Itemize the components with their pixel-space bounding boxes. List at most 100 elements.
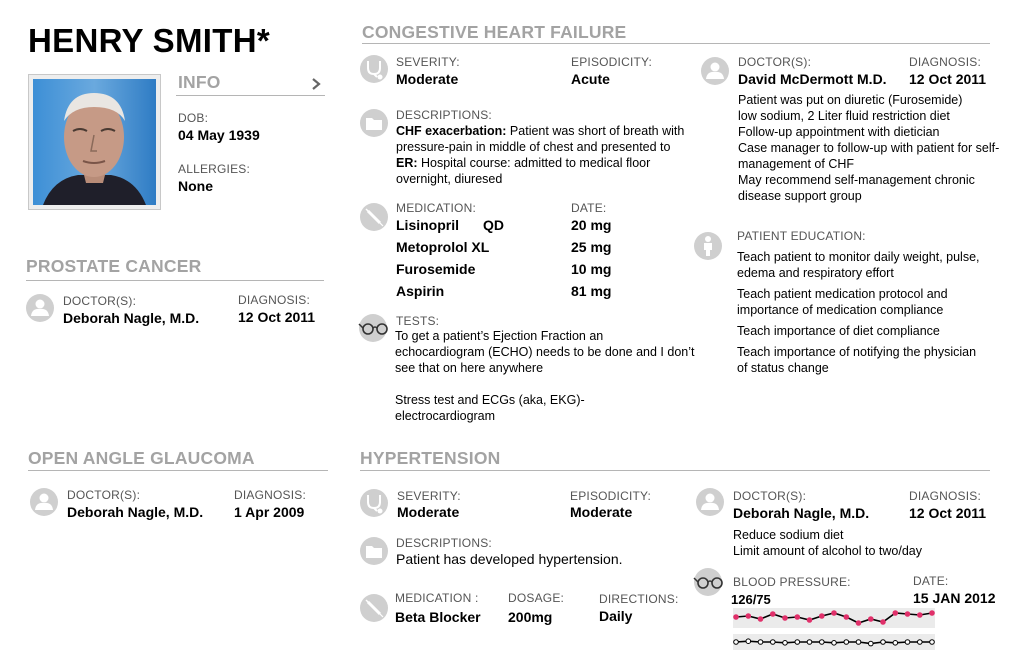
bp-data-point <box>929 639 935 645</box>
bp-data-point <box>868 616 874 622</box>
person-icon <box>694 232 722 260</box>
htn-plan-list: Reduce sodium diet Limit amount of alcoh… <box>733 527 993 559</box>
medication-name: Metoprolol XL <box>396 239 490 255</box>
htn-severity: Moderate <box>397 504 460 520</box>
bp-data-point <box>782 640 788 646</box>
chf-medication-label: MEDICATION: <box>396 201 476 215</box>
bp-data-point <box>892 610 899 616</box>
htn-directions-label: DIRECTIONS: <box>599 592 679 606</box>
patient-photo <box>28 74 161 210</box>
education-item: Teach patient medication protocol and im… <box>737 287 948 317</box>
patient-name: HENRY SMITH* <box>28 22 270 59</box>
bp-data-point <box>757 616 764 622</box>
doctor-icon <box>696 488 724 516</box>
chf-diagnosis-label: DIAGNOSIS: <box>909 55 982 69</box>
medication-dose: 20 mg <box>571 217 612 233</box>
doctor-icon <box>26 294 54 322</box>
allergies-value: None <box>178 178 213 194</box>
bp-date: 15 JAN 2012 <box>913 590 996 606</box>
blood-pressure-value: 126/75 <box>731 592 771 607</box>
chf-episodicity-label: EPISODICITY: <box>571 55 653 69</box>
htn-doctor-label: DOCTOR(S): <box>733 489 807 503</box>
chf-description-2: ER: Hospital course: admitted to medical… <box>396 156 651 186</box>
allergies-label: ALLERGIES: <box>178 162 251 176</box>
medication-name: Aspirin <box>396 283 445 299</box>
glaucoma-title: OPEN ANGLE GLAUCOMA <box>28 448 255 468</box>
hypertension-title: HYPERTENSION <box>360 448 501 468</box>
stethoscope-icon <box>360 489 388 517</box>
chf-description-1: CHF exacerbation: Patient was short of b… <box>396 124 685 154</box>
plan-item: May recommend self-management chronic di… <box>738 173 975 203</box>
glaucoma-diagnosis-label: DIAGNOSIS: <box>234 488 307 502</box>
bp-data-point <box>806 617 813 623</box>
dob-label: DOB: <box>178 111 209 125</box>
chf-title: CONGESTIVE HEART FAILURE <box>362 22 627 42</box>
folder-icon <box>360 109 388 137</box>
stethoscope-icon <box>360 55 388 83</box>
chf-education-label: PATIENT EDUCATION: <box>737 229 866 243</box>
bp-data-point <box>917 612 923 618</box>
bp-data-point <box>868 640 874 647</box>
bp-data-point <box>794 614 801 620</box>
syringe-icon <box>360 594 388 622</box>
htn-dosage: 200mg <box>508 609 553 625</box>
chf-plan-list: Patient was put on diuretic (Furosemide)… <box>738 92 1018 204</box>
bp-data-point <box>831 610 837 616</box>
plan-item: Follow-up appointment with dietician <box>738 125 940 139</box>
dob-value: 04 May 1939 <box>178 127 260 143</box>
chevron-right-icon[interactable] <box>309 76 323 92</box>
bp-data-point <box>904 639 911 645</box>
education-item: Teach importance of diet compliance <box>737 324 940 338</box>
bp-data-point <box>855 639 862 645</box>
bp-data-point <box>770 639 776 645</box>
doctor-icon <box>701 57 729 85</box>
htn-description: Patient has developed hypertension. <box>396 551 623 567</box>
glaucoma-doctor: Deborah Nagle, M.D. <box>67 504 204 520</box>
bp-data-point <box>819 613 825 619</box>
htn-doctor: Deborah Nagle, M.D. <box>733 505 870 521</box>
medication-dose: 10 mg <box>571 261 612 277</box>
glaucoma-diagnosis: 1 Apr 2009 <box>234 504 305 520</box>
bp-data-point <box>880 619 886 625</box>
blood-pressure-label: BLOOD PRESSURE: <box>733 575 851 589</box>
bp-data-point <box>794 639 801 645</box>
bp-date-label: DATE: <box>913 574 949 588</box>
chf-severity: Moderate <box>396 71 459 87</box>
bp-data-point <box>770 611 776 617</box>
bp-data-point <box>880 639 886 645</box>
bp-data-point <box>831 640 837 646</box>
bp-data-point <box>904 611 911 617</box>
htn-severity-label: SEVERITY: <box>397 489 461 503</box>
chf-tests-text-2: Stress test and ECGs (aka, EKG)-electroc… <box>395 393 585 423</box>
education-item: Teach patient to monitor daily weight, p… <box>737 250 980 280</box>
bp-data-point <box>733 614 739 620</box>
medication-dose: 81 mg <box>571 283 612 299</box>
chf-descriptions-label: DESCRIPTIONS: <box>396 108 492 122</box>
info-header[interactable]: INFO <box>178 72 221 92</box>
plan-item: Limit amount of alcohol to two/day <box>733 544 922 558</box>
chf-diagnosis: 12 Oct 2011 <box>909 71 987 87</box>
medication-name: Furosemide <box>396 261 476 277</box>
medication-name: Lisinopril <box>396 217 459 233</box>
bp-data-point <box>843 639 850 645</box>
htn-episodicity: Moderate <box>570 504 633 520</box>
chf-tests-label: TESTS: <box>396 314 440 328</box>
glaucoma-doctor-label: DOCTOR(S): <box>67 488 141 502</box>
plan-item: Patient was put on diuretic (Furosemide) <box>738 93 963 107</box>
htn-directions: Daily <box>599 608 633 624</box>
htn-diagnosis: 12 Oct 2011 <box>909 505 987 521</box>
plan-item: Reduce sodium diet <box>733 528 844 542</box>
medication-frequency: QD <box>483 217 504 233</box>
htn-diagnosis-label: DIAGNOSIS: <box>909 489 982 503</box>
bp-data-point <box>855 620 862 626</box>
chf-date-label: DATE: <box>571 201 607 215</box>
chf-episodicity: Acute <box>571 71 610 87</box>
bp-data-point <box>843 614 850 620</box>
htn-descriptions-label: DESCRIPTIONS: <box>396 536 492 550</box>
plan-item: Case manager to follow-up with patient f… <box>738 141 1000 171</box>
prostate-diagnosis-label: DIAGNOSIS: <box>238 293 311 307</box>
glasses-icon <box>357 314 393 342</box>
prostate-doctor: Deborah Nagle, M.D. <box>63 310 200 326</box>
doctor-icon <box>30 488 58 516</box>
plan-item: low sodium, 2 Liter fluid restriction di… <box>738 109 950 123</box>
